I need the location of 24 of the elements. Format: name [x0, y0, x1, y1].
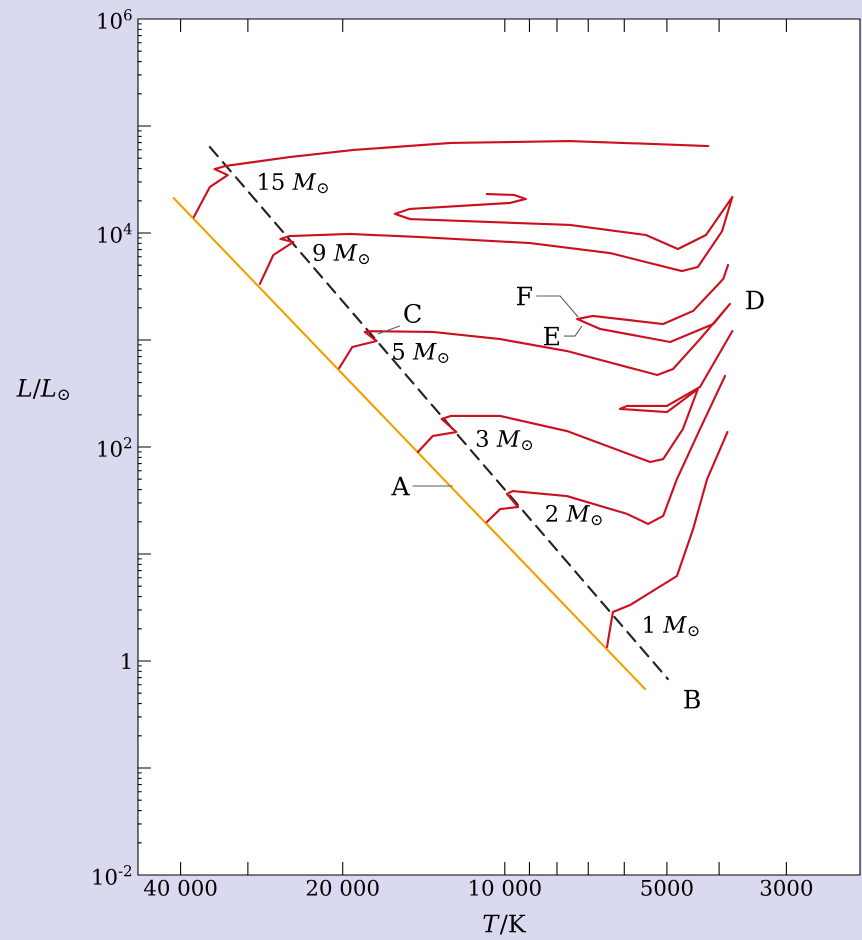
x-tick-label: 5000 — [642, 880, 693, 896]
y-tick-label: 1 — [122, 653, 130, 669]
x-tick-label: 20 000 — [306, 880, 379, 896]
annotation: C — [404, 304, 421, 323]
x-tick-label: 40 000 — [144, 880, 216, 896]
y-tick-label: 10$^{2}$ — [98, 437, 132, 457]
annotation: B — [684, 690, 700, 708]
x-axis-title: T/K — [483, 914, 526, 935]
y-tick-label: 10$^{6}$ — [98, 9, 132, 29]
annotation: D — [746, 290, 764, 310]
y-tick-label: 10$^{4}$ — [98, 223, 132, 243]
x-tick-label: 10 000 — [470, 880, 541, 896]
series-label: 2 M$_{⊙}$ — [546, 504, 602, 526]
y-axis-title: L/L$_{⊙}$ — [16, 379, 70, 400]
series-label: 9 M$_{⊙}$ — [313, 244, 369, 264]
series-label: 1 M$_{⊙}$ — [644, 616, 699, 636]
annotation: F — [517, 286, 532, 306]
series-label: 3 M$_{⊙}$ — [476, 430, 532, 450]
annotation: A — [391, 476, 410, 496]
series-label: 15 M$_{⊙}$ — [259, 172, 328, 194]
series-label: 5 M$_{⊙}$ — [393, 343, 448, 363]
x-tick-label: 3000 — [760, 880, 812, 896]
annotation: E — [544, 326, 559, 346]
y-tick-label: 10$^{-2}$ — [94, 865, 132, 885]
